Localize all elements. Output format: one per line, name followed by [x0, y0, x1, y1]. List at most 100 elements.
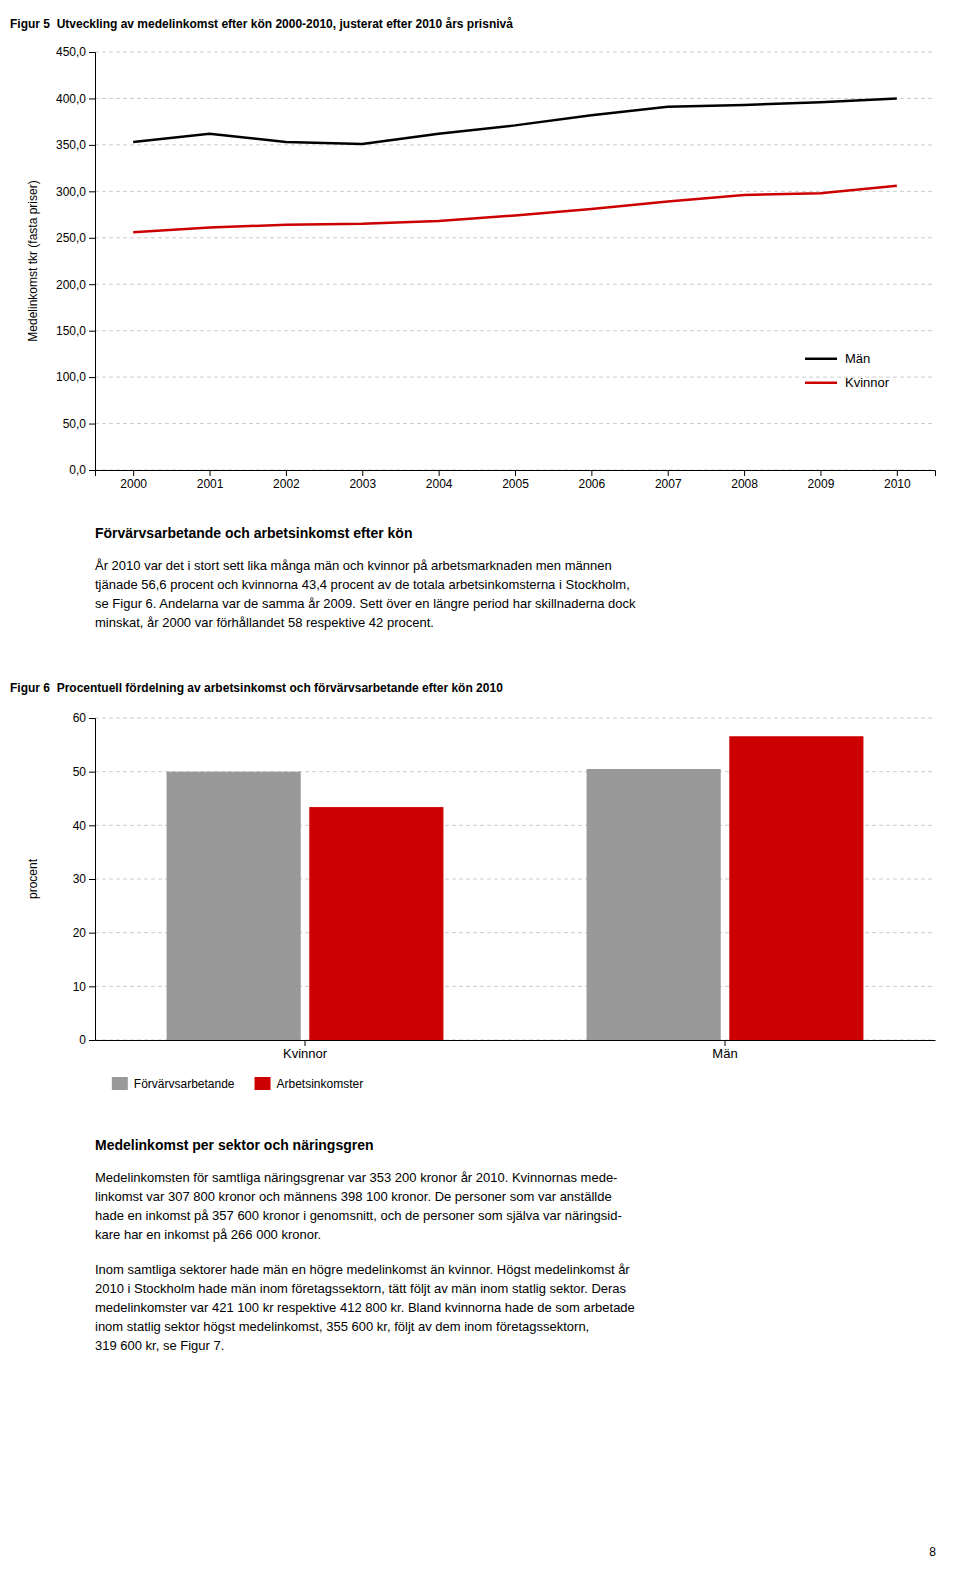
tick-label: 2004	[426, 477, 453, 491]
tick: 10	[73, 980, 95, 994]
text-heading: Medelinkomst per sektor och näringsgren	[95, 1137, 374, 1153]
chart-title: Figur 6 Procentuell fördelning av arbets…	[10, 681, 503, 695]
tick-mark	[89, 772, 95, 773]
legend-swatch	[255, 1077, 271, 1090]
tick-mark	[210, 470, 211, 476]
tick: 300,0	[56, 185, 95, 199]
legend-swatch	[805, 358, 837, 361]
tick-mark	[89, 470, 95, 471]
tick: 450,0	[56, 45, 95, 59]
body-text: 2010 i Stockholm hade män inom företagss…	[95, 1281, 627, 1296]
axis-line	[96, 471, 936, 477]
tick-label: 350,0	[56, 138, 86, 152]
tick: 2002	[273, 470, 300, 491]
tick-label: 20	[73, 926, 87, 940]
tick-mark	[725, 1040, 726, 1046]
page-number: 8	[929, 1545, 936, 1559]
legend-label: Arbetsinkomster	[277, 1077, 364, 1091]
tick-mark	[89, 331, 95, 332]
tick-mark	[286, 470, 287, 476]
tick-mark	[89, 933, 95, 934]
tick-label: 2000	[120, 477, 147, 491]
text-block: Medelinkomst per sektor och näringsgren M…	[95, 1137, 635, 1353]
tick-label: 0,0	[69, 463, 86, 477]
tick: 2004	[426, 470, 453, 491]
grid-line	[95, 191, 935, 192]
tick: 250,0	[56, 231, 95, 245]
tick-label: 300,0	[56, 185, 86, 199]
tick-label: Kvinnor	[283, 1046, 328, 1061]
tick: 60	[73, 711, 95, 725]
bar	[309, 807, 443, 1040]
legend-item: Kvinnor	[805, 375, 890, 390]
legend-label: Män	[845, 351, 870, 366]
text-heading: Förvärvsarbetande och arbetsinkomst efte…	[95, 525, 412, 541]
tick-mark	[89, 191, 95, 192]
tick-label: 100,0	[56, 370, 86, 384]
tick: 350,0	[56, 138, 95, 152]
grid-line	[95, 237, 935, 238]
grid-line	[95, 52, 935, 53]
legend-label: Kvinnor	[845, 375, 890, 390]
legend-label: Förvärvsarbetande	[134, 1077, 235, 1091]
tick-mark	[89, 98, 95, 99]
grid-line	[95, 330, 935, 331]
grid-line	[95, 423, 935, 424]
tick-label: 2007	[655, 477, 682, 491]
axis-line	[96, 1040, 936, 1041]
tick-label: 10	[73, 980, 87, 994]
body-text: År 2010 var det i stort sett lika många …	[95, 558, 612, 573]
tick-mark	[305, 1040, 306, 1046]
tick: Kvinnor	[283, 1040, 328, 1061]
tick-label: 2010	[884, 477, 911, 491]
y-axis-title: procent	[26, 858, 40, 899]
page: Figur 5 Utveckling av medelinkomst efter…	[0, 0, 960, 1575]
tick-mark	[89, 377, 95, 378]
tick-label: 50	[73, 765, 87, 779]
grid	[95, 718, 935, 1040]
legend-item: Förvärvsarbetande	[112, 1077, 235, 1091]
tick-mark	[515, 470, 516, 476]
tick-mark	[89, 986, 95, 987]
tick-mark	[89, 284, 95, 285]
tick-mark	[89, 825, 95, 826]
tick-label: 2001	[197, 477, 224, 491]
tick-mark	[439, 470, 440, 476]
tick-mark	[89, 145, 95, 146]
tick: 30	[73, 872, 95, 886]
legend: Förvärvsarbetande Arbetsinkomster	[112, 1077, 363, 1091]
body-text: kare har en inkomst på 266 000 kronor.	[95, 1227, 321, 1242]
tick-label: 2008	[731, 477, 758, 491]
body-text: Medelinkomsten för samtliga näringsgrena…	[95, 1170, 617, 1185]
tick-label: 2003	[349, 477, 376, 491]
tick-label: 400,0	[56, 92, 86, 106]
tick: Män	[712, 1040, 737, 1061]
axis-line	[89, 719, 96, 1041]
grid-line	[95, 98, 935, 99]
plot-area	[167, 736, 864, 1040]
tick-mark	[89, 424, 95, 425]
bar	[729, 736, 863, 1040]
body-text: hade en inkomst på 357 600 kronor i geno…	[95, 1208, 622, 1223]
tick-label: 250,0	[56, 231, 86, 245]
legend-swatch	[112, 1077, 128, 1090]
tick-mark	[744, 470, 745, 476]
tick-label: 50,0	[63, 417, 87, 431]
tick-mark	[668, 470, 669, 476]
tick: 100,0	[56, 370, 95, 384]
body-text: tjänade 56,6 procent och kvinnorna 43,4 …	[95, 577, 630, 592]
tick-mark	[362, 470, 363, 476]
text-block: Förvärvsarbetande och arbetsinkomst efte…	[95, 525, 636, 630]
tick-label: 30	[73, 872, 87, 886]
x-axis: 2000200120022003200420052006200720082009…	[96, 470, 936, 491]
y-axis: 0102030405060	[73, 711, 96, 1047]
tick-mark	[89, 1040, 95, 1041]
body-text: medelinkomster var 421 100 kr respektive…	[95, 1300, 635, 1315]
tick: 2005	[502, 470, 529, 491]
body-text: se Figur 6. Andelarna var de samma år 20…	[95, 596, 636, 611]
tick-label: 200,0	[56, 278, 86, 292]
tick: 0,0	[69, 463, 95, 477]
chart-title: Figur 5 Utveckling av medelinkomst efter…	[10, 17, 513, 31]
tick-mark	[89, 238, 95, 239]
series-line	[133, 98, 897, 144]
